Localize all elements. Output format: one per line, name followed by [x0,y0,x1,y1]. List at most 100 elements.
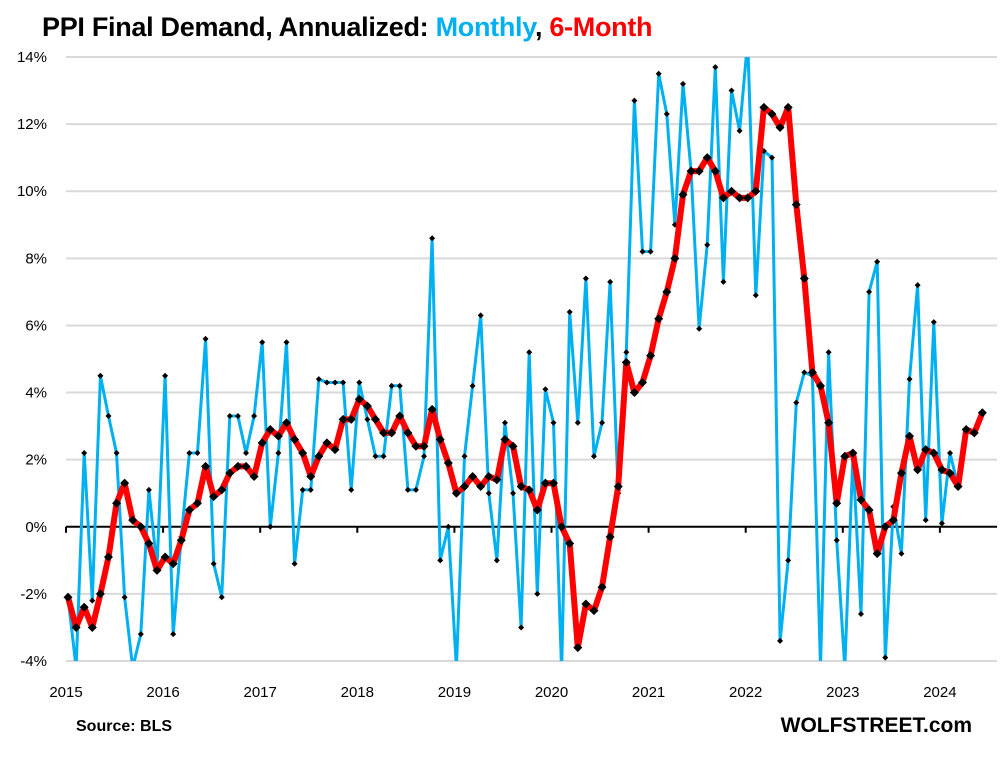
data-point-monthly [938,520,945,527]
data-point-6-month [476,482,486,492]
data-point-monthly [340,379,347,386]
data-point-6-month [969,428,979,438]
data-point-monthly [631,97,638,104]
data-point-monthly [599,419,606,426]
data-point-monthly [81,449,88,456]
data-point-monthly [364,416,371,423]
y-tick-label: 6% [25,317,47,334]
data-point-monthly [323,379,330,386]
y-tick-label: 0% [25,519,47,536]
data-point-monthly [768,154,775,161]
data-point-monthly [736,127,743,134]
data-point-monthly [348,486,355,493]
x-tick-label: 2022 [729,684,762,701]
data-point-monthly [857,611,864,618]
data-point-monthly [388,382,395,389]
data-point-monthly [752,292,759,299]
data-point-6-month [395,411,405,421]
data-point-6-month [654,314,664,324]
data-point-monthly [526,349,533,356]
x-tick-label: 2017 [244,684,277,701]
data-point-monthly [89,597,96,604]
data-point-6-month [63,592,73,602]
data-point-monthly [574,419,581,426]
data-point-monthly [372,453,379,460]
data-point-6-month [832,498,842,508]
data-point-6-month [87,622,97,632]
data-point-6-month [443,458,453,468]
data-point-6-month [613,482,623,492]
data-point-6-month [176,535,186,545]
data-point-6-month [524,485,534,495]
data-point-monthly [332,379,339,386]
data-point-monthly [396,382,403,389]
data-point-monthly [412,486,419,493]
data-point-monthly [607,278,614,285]
data-point-6-month [233,461,243,471]
data-point-monthly [696,325,703,332]
x-tick-label: 2015 [49,684,82,701]
data-point-6-month [95,589,105,599]
data-point-6-month [702,153,712,163]
data-point-6-month [799,273,809,283]
data-point-6-month [492,475,502,485]
title-part-3: 6-Month [549,12,653,42]
data-point-monthly [445,523,452,530]
data-point-6-month [459,482,469,492]
data-point-6-month [532,505,542,515]
data-point-6-month [670,253,680,263]
data-point-monthly [930,319,937,326]
data-point-6-month [257,438,267,448]
data-point-6-month [484,471,494,481]
data-point-6-month [880,522,890,532]
data-point-6-month [565,539,575,549]
data-point-6-month [379,428,389,438]
data-point-monthly [218,594,225,601]
data-point-6-month [888,515,898,525]
y-tick-label: 4% [25,385,47,402]
data-point-6-month [735,193,745,203]
data-point-monthly [291,560,298,567]
data-point-6-month [411,441,421,451]
series-line-6-month [65,104,986,651]
data-point-6-month [516,482,526,492]
data-point-monthly [833,537,840,544]
data-point-monthly [679,80,686,87]
data-point-6-month [306,471,316,481]
data-point-monthly [186,449,193,456]
data-point-6-month [961,424,971,434]
x-tick-label: 2024 [923,684,956,701]
data-point-monthly [226,413,233,420]
data-point-monthly [914,282,921,289]
data-point-6-month [638,377,648,387]
data-point-6-month [718,193,728,203]
data-point-monthly [315,376,322,383]
data-point-6-month [192,498,202,508]
chart-title: PPI Final Demand, Annualized: Monthly, 6… [42,12,653,43]
data-point-6-month [913,465,923,475]
data-point-6-month [678,190,688,200]
data-point-6-month [549,478,558,488]
data-point-monthly [946,449,953,456]
data-point-monthly [97,372,104,379]
data-point-monthly [380,453,387,460]
data-point-monthly [243,449,250,456]
data-point-monthly [801,369,808,376]
data-point-6-month [144,539,154,549]
data-point-monthly [534,590,541,597]
data-point-6-month [241,461,251,471]
data-point-6-month [136,522,146,532]
data-point-monthly [655,70,662,77]
data-point-6-month [427,404,437,414]
data-point-6-month [581,599,591,609]
data-point-monthly [267,523,274,530]
data-point-monthly [121,594,128,601]
data-point-monthly [906,376,913,383]
data-point-6-month [605,532,615,542]
data-point-6-month [824,418,834,428]
data-point-6-month [168,559,178,569]
data-point-6-month [864,505,874,515]
data-point-monthly [712,64,719,71]
data-point-monthly [259,339,266,346]
series-line-monthly [66,57,960,661]
